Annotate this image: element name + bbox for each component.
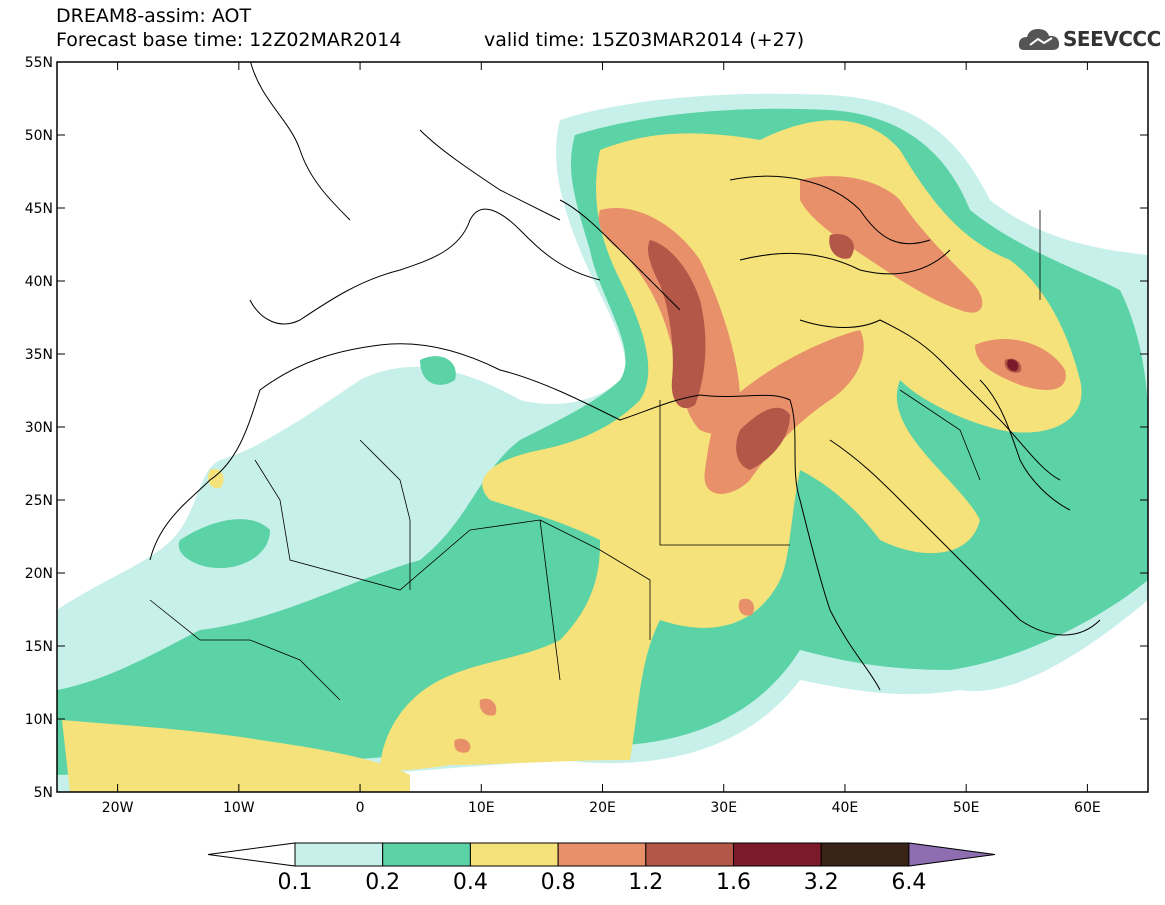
lat-tick-label: 30N bbox=[25, 420, 53, 436]
lat-tick-label: 15N bbox=[25, 639, 53, 655]
colorbar-segment bbox=[557, 842, 647, 867]
colorbar-segment bbox=[645, 842, 734, 867]
lon-tick-label: 10E bbox=[468, 800, 495, 816]
lon-tick-label: 10W bbox=[223, 800, 255, 816]
colorbar-label: 0.1 bbox=[277, 870, 313, 895]
base-time-label: Forecast base time: 12Z02MAR2014 bbox=[56, 29, 402, 51]
lat-tick-label: 35N bbox=[25, 347, 53, 363]
colorbar-over-triangle bbox=[908, 842, 996, 867]
lat-tick-label: 5N bbox=[34, 785, 53, 801]
colorbar-segment bbox=[469, 842, 559, 867]
colorbar-label: 0.4 bbox=[452, 870, 488, 895]
cloud-icon bbox=[1018, 29, 1060, 50]
lon-tick-label: 20E bbox=[589, 800, 616, 816]
colorbar-segment bbox=[820, 842, 910, 867]
valid-time-label: valid time: 15Z03MAR2014 (+27) bbox=[484, 29, 805, 51]
lat-tick-label: 45N bbox=[25, 201, 53, 217]
lon-tick-label: 60E bbox=[1074, 800, 1101, 816]
lat-tick-label: 40N bbox=[25, 274, 53, 290]
lon-tick-label: 20W bbox=[102, 800, 134, 816]
colorbar-label: 6.4 bbox=[891, 870, 927, 895]
lat-tick-label: 10N bbox=[25, 712, 53, 728]
colorbar-segment bbox=[382, 842, 471, 867]
latitude-axis: 5N 10N 15N 20N 25N 30N 35N 40N 45N 50N 55N bbox=[25, 55, 1148, 801]
logo-text: SEEVCCC bbox=[1063, 27, 1161, 51]
colorbar-label: 0.8 bbox=[540, 870, 576, 895]
colorbar-label: 1.6 bbox=[716, 870, 751, 895]
colorbar-label: 1.2 bbox=[628, 870, 664, 895]
colorbar-segment bbox=[294, 842, 384, 867]
map-title: DREAM8-assim: AOT bbox=[56, 5, 252, 27]
coastlines bbox=[149, 62, 1101, 691]
lon-tick-label: 30E bbox=[710, 800, 737, 816]
colorbar-segment bbox=[733, 842, 822, 867]
colorbar-label: 3.2 bbox=[803, 870, 839, 895]
aot-field bbox=[57, 93, 1148, 792]
lat-tick-label: 55N bbox=[25, 55, 53, 71]
country-borders bbox=[149, 210, 1041, 701]
lon-tick-label: 50E bbox=[953, 800, 980, 816]
longitude-axis: 20W 10W 0 10E 20E 30E 40E 50E 60E bbox=[102, 62, 1101, 816]
colorbar-under-triangle bbox=[207, 842, 296, 867]
lat-tick-label: 50N bbox=[25, 128, 53, 144]
colorbar-label: 0.2 bbox=[365, 870, 401, 895]
lon-tick-label: 40E bbox=[832, 800, 859, 816]
lat-tick-label: 25N bbox=[25, 493, 53, 509]
lat-tick-label: 20N bbox=[25, 566, 53, 582]
lon-tick-label: 0 bbox=[356, 800, 365, 816]
